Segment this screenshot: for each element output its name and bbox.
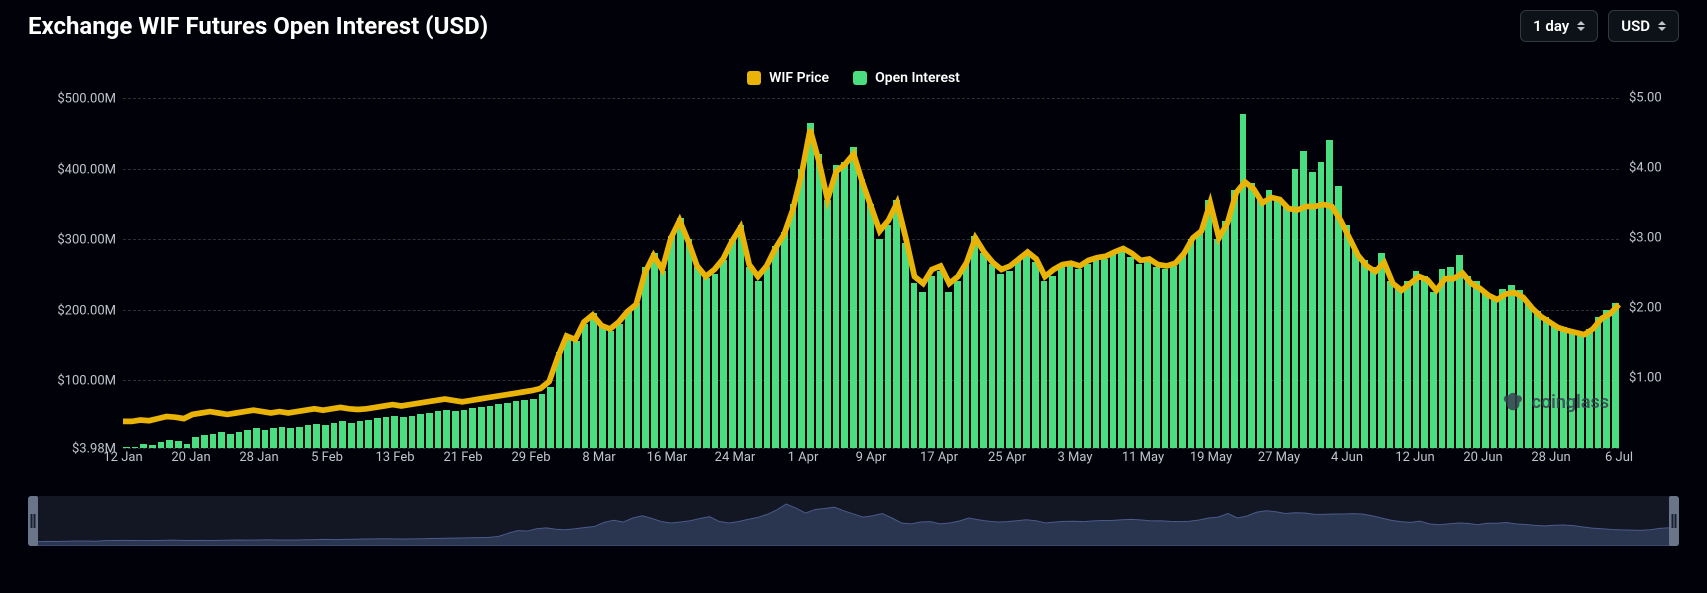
- price-line-path: [123, 130, 1619, 422]
- x-axis-tick: 12 Jan: [103, 450, 142, 465]
- legend-item-price[interactable]: WIF Price: [747, 70, 829, 86]
- legend-swatch-price: [747, 71, 761, 85]
- x-axis-tick: 1 Apr: [788, 450, 819, 465]
- x-axis-tick: 3 May: [1057, 450, 1092, 465]
- chevron-updown-icon: [1658, 21, 1666, 31]
- coinglass-watermark: coinglass: [1502, 391, 1609, 413]
- legend-swatch-oi: [853, 71, 867, 85]
- x-axis-tick: 28 Jun: [1531, 450, 1570, 465]
- page-title: Exchange WIF Futures Open Interest (USD): [28, 12, 488, 40]
- coinglass-logo-icon: [1502, 391, 1524, 413]
- x-axis-tick: 8 Mar: [582, 450, 615, 465]
- timeframe-label: 1 day: [1533, 17, 1569, 35]
- x-axis-tick: 28 Jan: [239, 450, 278, 465]
- x-axis-tick: 27 May: [1258, 450, 1300, 465]
- x-axis-tick: 24 Mar: [715, 450, 756, 465]
- x-axis-tick: 5 Feb: [311, 450, 343, 465]
- plot-area[interactable]: $3.98M$100.00M$200.00M$300.00M$400.00M$5…: [123, 98, 1619, 448]
- y-axis-right-label: $3.00: [1629, 231, 1679, 246]
- x-axis-tick: 25 Apr: [988, 450, 1026, 465]
- x-axis-tick: 6 Jul: [1605, 450, 1633, 465]
- y-axis-left-label: $200.00M: [28, 303, 116, 318]
- x-axis-tick: 29 Feb: [511, 450, 550, 465]
- scrubber-handle-left[interactable]: [28, 496, 38, 546]
- x-axis-tick: 11 May: [1122, 450, 1164, 465]
- price-line: [123, 98, 1619, 448]
- y-axis-right-label: $2.00: [1629, 301, 1679, 316]
- currency-label: USD: [1621, 17, 1650, 35]
- y-axis-left-label: $400.00M: [28, 162, 116, 177]
- x-axis-tick: 13 Feb: [375, 450, 414, 465]
- chevron-updown-icon: [1577, 21, 1585, 31]
- x-axis-tick: 21 Feb: [443, 450, 482, 465]
- y-axis-right-label: $1.00: [1629, 371, 1679, 386]
- y-axis-right-label: $4.00: [1629, 161, 1679, 176]
- x-axis: 12 Jan20 Jan28 Jan5 Feb13 Feb21 Feb29 Fe…: [123, 450, 1619, 470]
- y-axis-right-label: $5.00: [1629, 91, 1679, 106]
- x-axis-tick: 20 Jan: [171, 450, 210, 465]
- currency-selector[interactable]: USD: [1608, 10, 1679, 42]
- x-axis-tick: 16 Mar: [647, 450, 688, 465]
- scrubber-area: [28, 496, 1679, 546]
- legend-label-price: WIF Price: [769, 70, 829, 86]
- x-axis-tick: 12 Jun: [1395, 450, 1434, 465]
- x-axis-tick: 4 Jun: [1331, 450, 1363, 465]
- x-axis-tick: 20 Jun: [1463, 450, 1502, 465]
- scrubber-handle-right[interactable]: [1669, 496, 1679, 546]
- timeframe-selector[interactable]: 1 day: [1520, 10, 1598, 42]
- legend-label-oi: Open Interest: [875, 70, 960, 86]
- legend-item-oi[interactable]: Open Interest: [853, 70, 960, 86]
- main-chart: $3.98M$100.00M$200.00M$300.00M$400.00M$5…: [28, 98, 1679, 478]
- y-axis-left-label: $300.00M: [28, 233, 116, 248]
- x-axis-tick: 9 Apr: [856, 450, 887, 465]
- range-scrubber[interactable]: [28, 496, 1679, 546]
- chart-legend: WIF Price Open Interest: [0, 70, 1707, 86]
- y-axis-left-label: $100.00M: [28, 374, 116, 389]
- x-axis-tick: 19 May: [1190, 450, 1232, 465]
- y-axis-left-label: $500.00M: [28, 92, 116, 107]
- grid-line: $3.98M: [123, 448, 1619, 449]
- chart-controls: 1 day USD: [1520, 10, 1679, 42]
- x-axis-tick: 17 Apr: [920, 450, 958, 465]
